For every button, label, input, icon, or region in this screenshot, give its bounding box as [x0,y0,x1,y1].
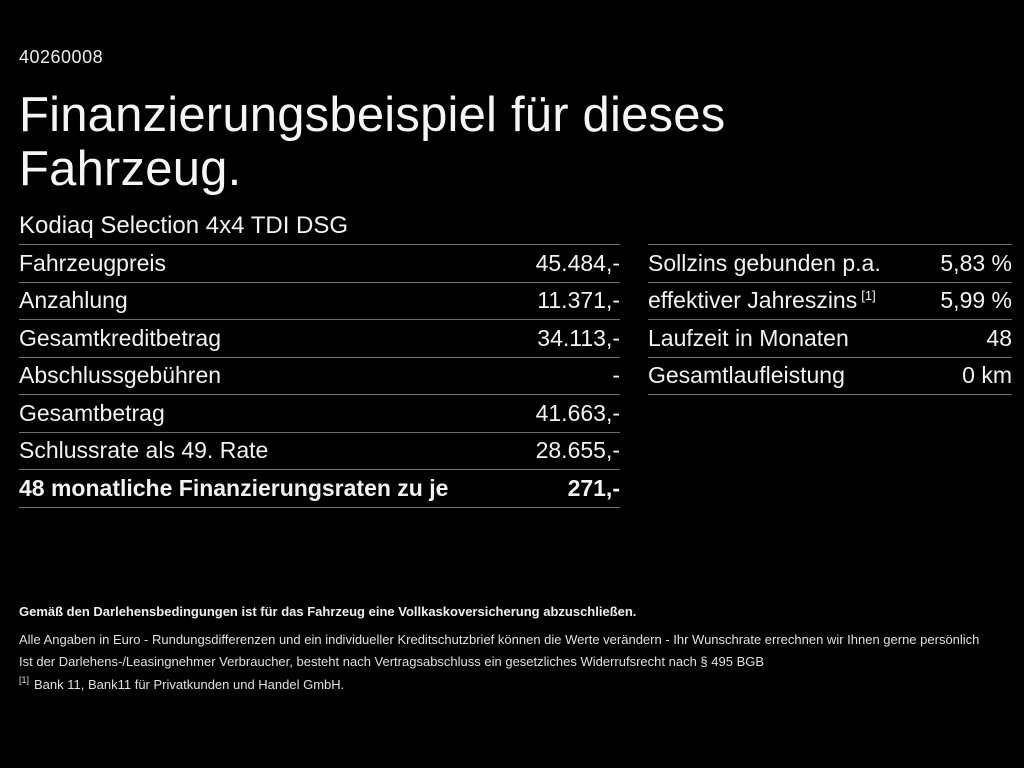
conditions-table: Sollzins gebunden p.a. 5,83 % effektiver… [648,244,1012,395]
vehicle-subtitle: Kodiaq Selection 4x4 TDI DSG [19,212,349,239]
footnote-text: Bank 11, Bank11 für Privatkunden und Han… [34,676,345,692]
footnote-line: [1] Bank 11, Bank11 für Privatkunden und … [19,675,1012,694]
row-label: Gesamtkreditbetrag [19,324,221,351]
row-label: Anzahlung [19,287,128,314]
footnote-marker: [1] [19,675,30,686]
row-value: 271,- [567,474,620,501]
row-value: 28.655,- [535,437,620,464]
row-label: Laufzeit in Monaten [648,324,849,351]
row-value: 45.484,- [535,249,620,276]
insurance-note: Gemäß den Darlehensbedingungen ist für d… [19,603,637,619]
row-label: Schlussrate als 49. Rate [19,437,269,464]
disclaimer-line: Ist der Darlehens-/Leasingnehmer Verbrau… [19,653,765,669]
row-value: 48 [986,324,1012,351]
row-value: - [612,362,620,389]
row-label: Gesamtbetrag [19,399,165,426]
row-label: Sollzins gebunden p.a. [648,249,881,276]
finance-table: Fahrzeugpreis 45.484,- Anzahlung 11.371,… [19,244,620,508]
table-row: Gesamtbetrag 41.663,- [19,394,620,432]
footnote-ref: [1] [861,287,876,303]
table-row: Gesamtkreditbetrag 34.113,- [19,319,620,357]
row-label: Gesamtlaufleistung [648,362,845,389]
row-label: 48 monatliche Finanzierungsraten zu je [19,474,449,501]
table-row: Fahrzeugpreis 45.484,- [19,244,620,282]
table-row: Gesamtlaufleistung 0 km [648,356,1012,395]
finance-tables-container: Fahrzeugpreis 45.484,- Anzahlung 11.371,… [19,244,1012,508]
row-value: 5,99 % [940,287,1012,314]
table-row: Schlussrate als 49. Rate 28.655,- [19,431,620,470]
row-label: effektiver Jahreszins [1] [648,287,876,314]
row-value: 5,83 % [940,249,1012,276]
row-value: 41.663,- [535,399,620,426]
table-row: Anzahlung 11.371,- [19,281,620,320]
row-label: Fahrzeugpreis [19,249,167,276]
table-row: Laufzeit in Monaten 48 [648,319,1012,357]
table-row-monthly-rate: 48 monatliche Finanzierungsraten zu je 2… [19,469,620,507]
row-value: 11.371,- [537,287,620,314]
row-value: 34.113,- [537,324,620,351]
row-value: 0 km [962,362,1012,389]
table-row: Abschlussgebühren - [19,356,620,395]
page-title: Finanzierungsbeispiel für dieses Fahrzeu… [19,88,726,196]
table-row: Sollzins gebunden p.a. 5,83 % [648,244,1012,282]
doc-number: 40260008 [19,47,104,67]
row-label: Abschlussgebühren [19,362,222,389]
legal-footer: Gemäß den Darlehensbedingungen ist für d… [19,602,1012,694]
table-row: effektiver Jahreszins [1] 5,99 % [648,281,1012,320]
disclaimer-line: Alle Angaben in Euro - Rundungsdifferenz… [19,631,980,647]
